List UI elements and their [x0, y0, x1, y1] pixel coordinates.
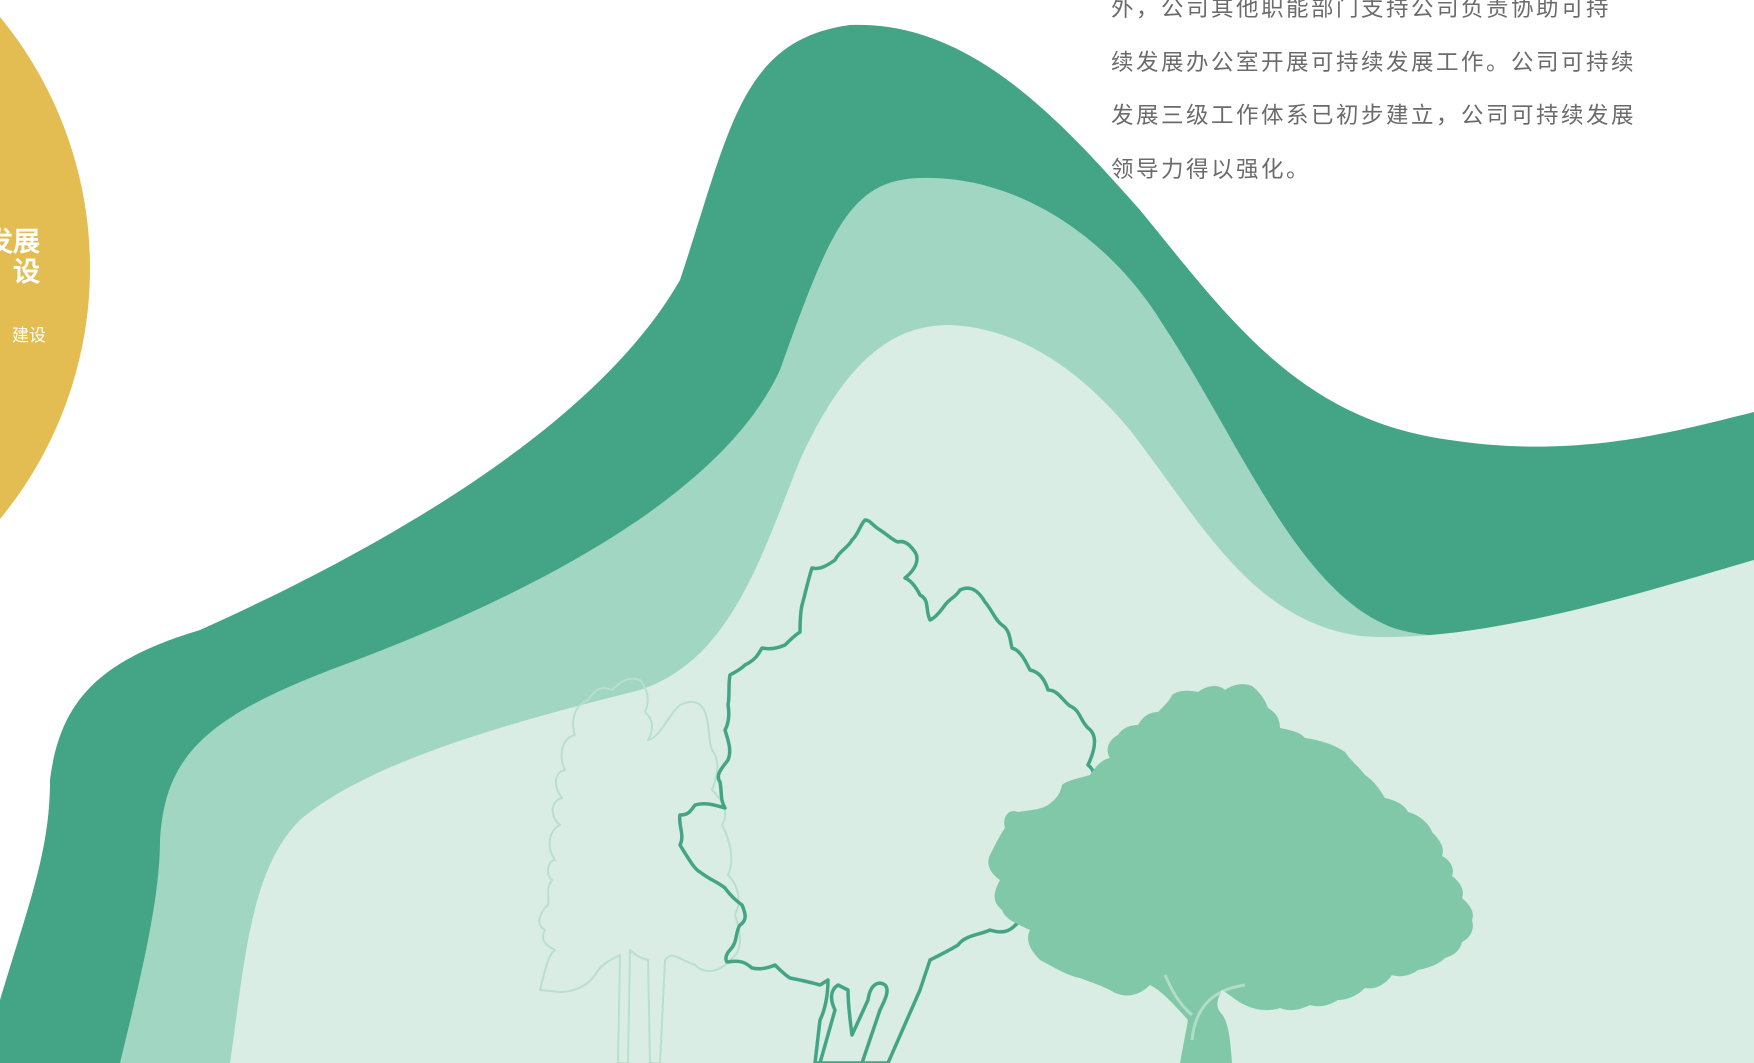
tree-silhouette-icon: [988, 684, 1473, 1063]
tree-branch-icon: [1163, 974, 1246, 1041]
tree-outline-faint-icon: [538, 677, 741, 1063]
body-paragraph: 外，公司其他职能部门支持公司负责协助可持 续发展办公室开展可持续发展工作。公司可…: [1111, 0, 1641, 197]
paragraph-line: 外，公司其他职能部门支持公司负责协助可持: [1111, 0, 1612, 22]
paragraph-line: 领导力得以强化。: [1111, 156, 1312, 183]
paragraph-line: 发展三级工作体系已初步建立，公司可持续发展: [1111, 103, 1637, 129]
circle-title: 发展 设: [0, 227, 40, 288]
yellow-circle: [0, 17, 90, 519]
circle-subtitle: 建设: [12, 326, 46, 346]
paragraph-line: 续发展办公室开展可持续发展工作。公司可持续: [1111, 49, 1637, 76]
